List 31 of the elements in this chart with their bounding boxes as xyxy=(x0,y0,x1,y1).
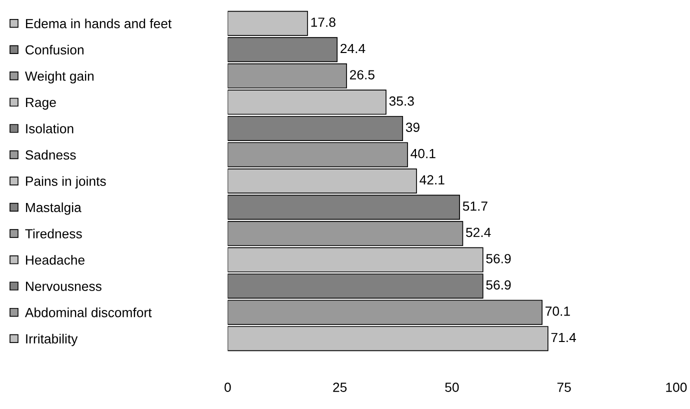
y-tick-label: Confusion xyxy=(26,44,84,55)
data-label: 39 xyxy=(406,122,420,132)
data-label: 52.4 xyxy=(466,228,491,238)
y-tick-label: Tiredness xyxy=(25,228,82,238)
data-label: 56.9 xyxy=(486,254,511,264)
x-tick-label: 100 xyxy=(666,382,687,392)
data-label: 17.8 xyxy=(311,18,336,27)
data-label: 26.5 xyxy=(350,70,374,80)
data-label: 70.1 xyxy=(546,306,570,316)
data-label: 71.4 xyxy=(551,332,576,342)
x-tick-label: 75 xyxy=(557,382,571,392)
y-tick-label: Weight gain xyxy=(24,71,94,84)
data-label: 51.7 xyxy=(462,202,488,211)
x-tick-label: 50 xyxy=(445,382,459,392)
data-label: 56.9 xyxy=(486,280,511,290)
y-tick-label: Abdominal discomfort xyxy=(24,308,152,318)
x-tick-label: 25 xyxy=(333,382,347,392)
y-tick-label: Headache xyxy=(26,255,84,265)
y-tick-label: Edema in hands and feet xyxy=(26,18,172,28)
y-tick-label: Rage xyxy=(26,98,56,110)
y-tick-label: Nervousness xyxy=(26,282,102,291)
data-label: 42.1 xyxy=(420,175,444,184)
y-tick-label: Isolation xyxy=(26,124,74,134)
y-tick-label: Sadness xyxy=(26,150,76,160)
data-label: 24.4 xyxy=(340,44,366,54)
y-tick-label: Irritability xyxy=(26,334,78,346)
data-label: 40.1 xyxy=(410,148,436,158)
y-tick-label: Pains in joints xyxy=(26,176,106,188)
y-tick-label: Mastalgia xyxy=(26,202,82,215)
x-tick-label: 0 xyxy=(224,382,231,392)
data-label: 35.3 xyxy=(389,96,414,106)
